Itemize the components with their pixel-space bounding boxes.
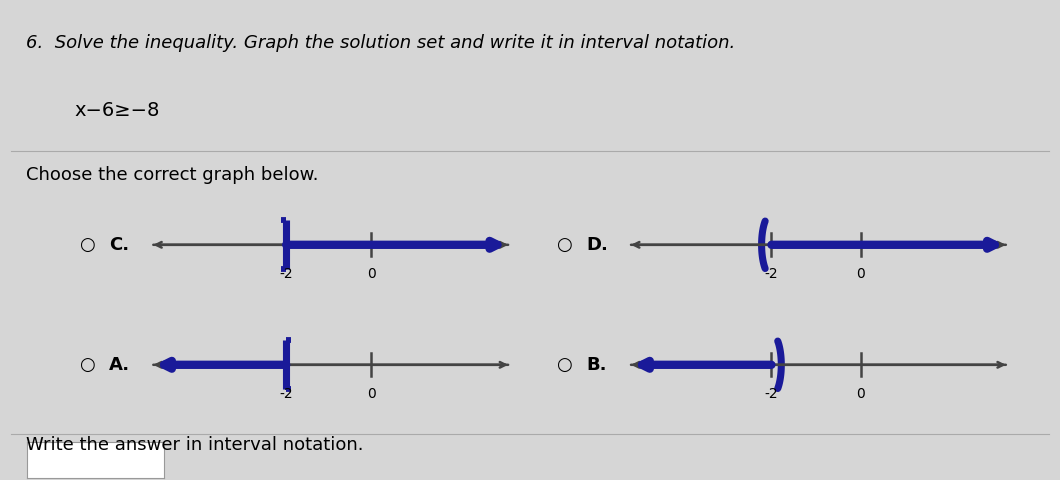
Text: 6.  Solve the inequality. Graph the solution set and write it in interval notati: 6. Solve the inequality. Graph the solut… (26, 34, 736, 51)
Text: Write the answer in interval notation.: Write the answer in interval notation. (26, 436, 364, 454)
Text: Choose the correct graph below.: Choose the correct graph below. (26, 166, 319, 183)
Text: -2: -2 (764, 387, 778, 401)
Text: ○: ○ (556, 236, 572, 254)
Text: -2: -2 (280, 387, 293, 401)
Text: B.: B. (586, 356, 606, 374)
Text: -2: -2 (280, 267, 293, 281)
Text: x−6≥−8: x−6≥−8 (74, 101, 160, 120)
Text: D.: D. (586, 236, 608, 254)
Text: 0: 0 (856, 387, 865, 401)
Text: ○: ○ (80, 356, 95, 374)
Text: 0: 0 (367, 387, 375, 401)
Text: A.: A. (109, 356, 130, 374)
Text: C.: C. (109, 236, 129, 254)
Text: 0: 0 (367, 267, 375, 281)
Text: -2: -2 (764, 267, 778, 281)
Text: ○: ○ (556, 356, 572, 374)
Text: ○: ○ (80, 236, 95, 254)
Text: 0: 0 (856, 267, 865, 281)
